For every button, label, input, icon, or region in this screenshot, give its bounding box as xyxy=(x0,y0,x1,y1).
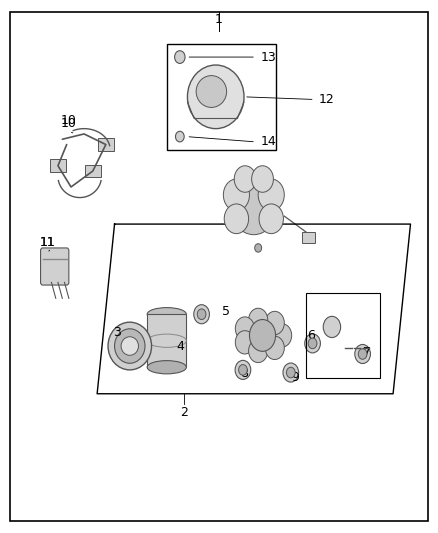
Text: 4: 4 xyxy=(176,340,184,352)
Circle shape xyxy=(239,365,247,375)
Text: 11: 11 xyxy=(39,236,55,249)
Bar xyxy=(85,165,101,177)
Ellipse shape xyxy=(121,337,138,356)
Circle shape xyxy=(235,330,254,354)
Text: 9: 9 xyxy=(291,372,299,384)
Bar xyxy=(302,232,315,243)
Circle shape xyxy=(175,51,185,63)
Circle shape xyxy=(358,349,367,359)
Circle shape xyxy=(305,334,321,353)
Circle shape xyxy=(265,311,284,335)
Circle shape xyxy=(223,179,250,211)
Bar xyxy=(147,314,186,367)
Circle shape xyxy=(230,176,278,235)
Circle shape xyxy=(355,344,371,364)
Circle shape xyxy=(249,340,268,362)
FancyBboxPatch shape xyxy=(41,248,69,285)
Text: 5: 5 xyxy=(222,305,230,318)
Circle shape xyxy=(249,308,268,332)
Text: 7: 7 xyxy=(363,346,371,359)
Circle shape xyxy=(235,360,251,379)
Text: 3: 3 xyxy=(113,326,120,340)
Text: 1: 1 xyxy=(215,13,223,27)
Circle shape xyxy=(235,317,254,340)
Circle shape xyxy=(254,244,261,252)
Text: 2: 2 xyxy=(180,406,188,419)
Ellipse shape xyxy=(196,76,226,108)
Text: 8: 8 xyxy=(240,367,248,380)
Text: 11: 11 xyxy=(39,236,55,249)
Circle shape xyxy=(283,363,299,382)
Circle shape xyxy=(265,336,284,360)
Circle shape xyxy=(224,204,249,233)
Text: 6: 6 xyxy=(307,329,315,342)
Ellipse shape xyxy=(147,361,186,374)
Circle shape xyxy=(234,166,256,192)
Circle shape xyxy=(197,309,206,319)
Circle shape xyxy=(194,305,209,324)
Circle shape xyxy=(250,319,276,351)
Circle shape xyxy=(252,166,273,192)
Text: 10: 10 xyxy=(61,114,77,127)
Ellipse shape xyxy=(147,308,186,321)
Text: 10: 10 xyxy=(61,117,77,130)
Circle shape xyxy=(258,179,284,211)
Bar xyxy=(50,159,66,172)
Circle shape xyxy=(272,324,292,347)
Text: 12: 12 xyxy=(319,93,335,106)
Text: 14: 14 xyxy=(260,135,276,148)
Circle shape xyxy=(176,131,184,142)
Circle shape xyxy=(323,317,341,337)
Ellipse shape xyxy=(187,65,244,128)
Circle shape xyxy=(286,367,295,378)
Ellipse shape xyxy=(115,329,145,364)
Circle shape xyxy=(308,338,317,349)
Bar xyxy=(98,138,114,151)
Ellipse shape xyxy=(108,322,152,370)
Text: 13: 13 xyxy=(260,51,276,63)
Circle shape xyxy=(259,204,283,233)
